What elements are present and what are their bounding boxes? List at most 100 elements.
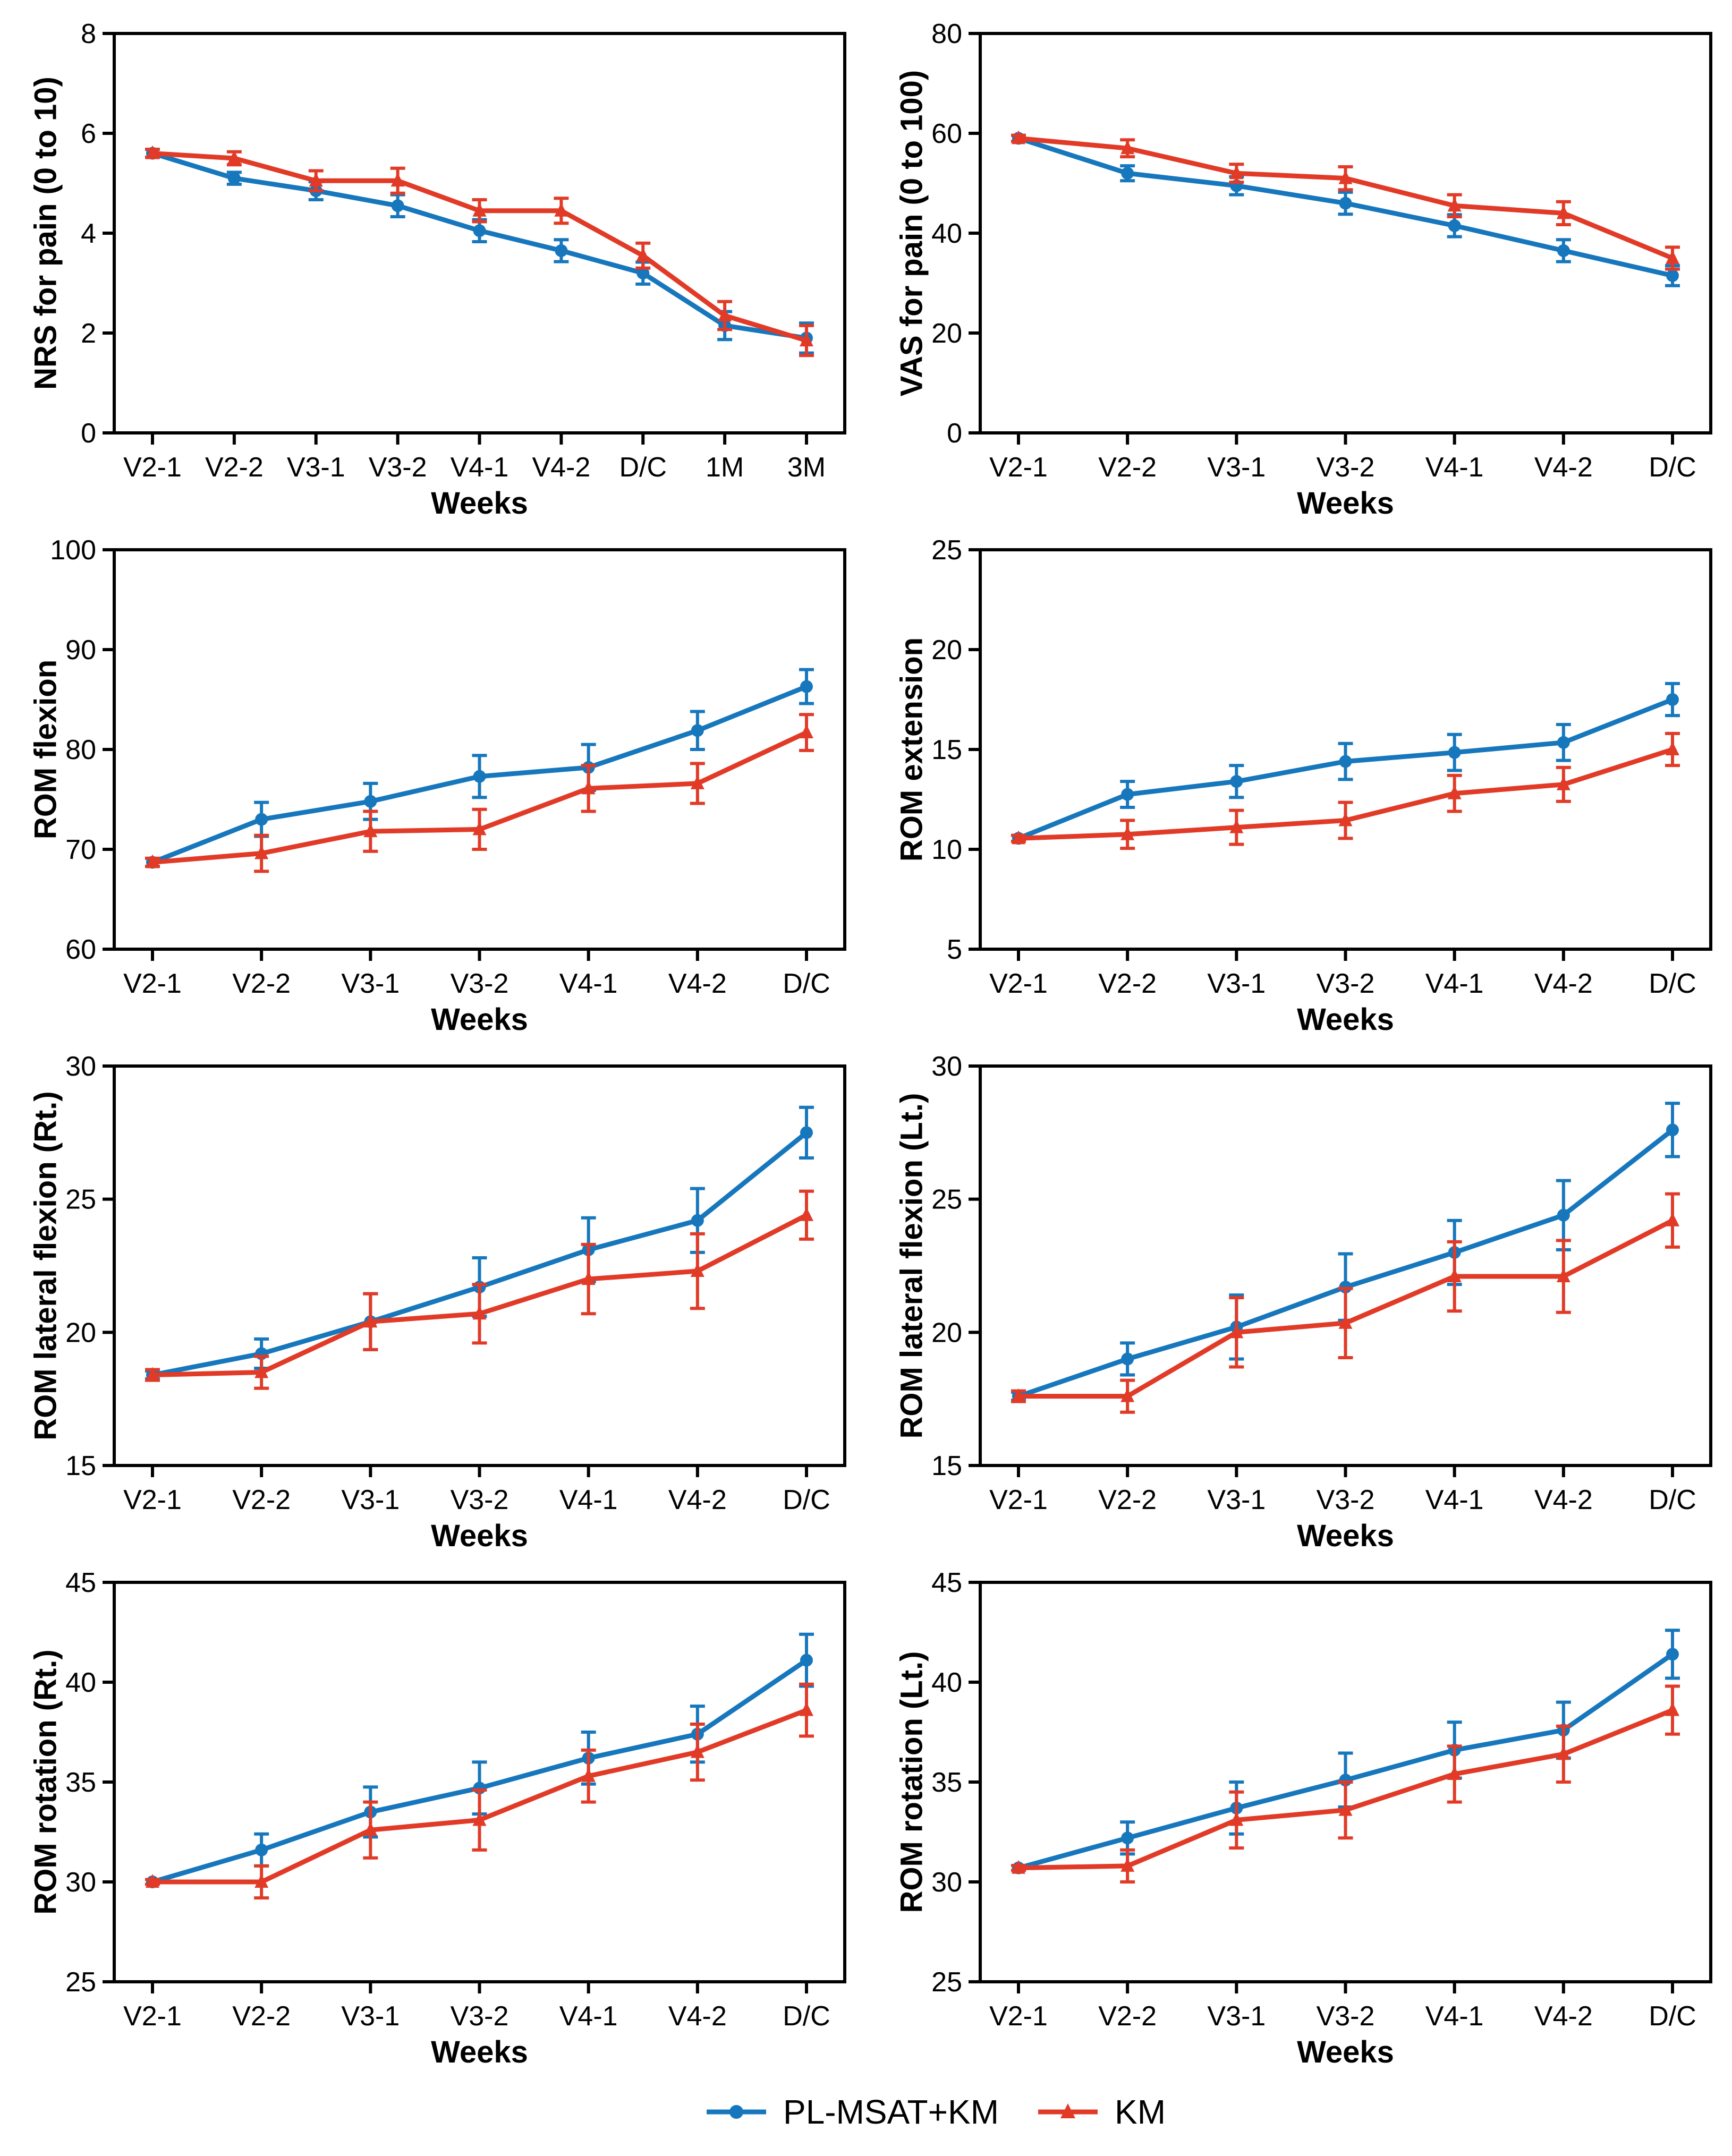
data-point-triangle-icon [1447, 785, 1462, 799]
x-tick-label: V2-2 [205, 452, 264, 483]
data-point-triangle-icon [718, 308, 732, 322]
y-tick-label: 20 [931, 318, 962, 349]
y-tick-label: 0 [947, 418, 962, 449]
series-KM [145, 1189, 814, 1390]
data-point-triangle-icon [1012, 830, 1025, 845]
data-point-triangle-icon [146, 854, 159, 868]
data-point-triangle-icon [1338, 1802, 1353, 1816]
y-axis-title: ROM rotation (Rt.) [28, 1649, 63, 1914]
y-tick-label: 90 [65, 635, 96, 666]
y-tick-label: 45 [931, 1567, 962, 1598]
y-axis: 0 20 40 60 80 [931, 19, 980, 449]
x-tick-label: D/C [783, 968, 830, 999]
y-tick-label: 30 [65, 1867, 96, 1898]
data-point-circle-icon [1448, 746, 1461, 759]
x-tick-label: V4-2 [1534, 2001, 1593, 2032]
series-line [150, 151, 809, 340]
y-tick-label: 10 [931, 834, 962, 865]
chart-cell-rom-rotation-rt: 25 30 35 40 45 V2-1 V2-2 V3-1 V3-2 V4-1 V4-2 D/C Wee… [0, 1553, 866, 2069]
y-axis-title: ROM extension [894, 637, 929, 862]
data-point-triangle-icon [1229, 1324, 1244, 1339]
data-point-triangle-icon [1338, 812, 1353, 826]
x-tick-label: V2-2 [1098, 1485, 1157, 1515]
y-axis: 0 2 4 6 8 [81, 19, 114, 449]
data-point-triangle-icon [146, 1874, 159, 1888]
y-tick-label: 25 [65, 1184, 96, 1215]
chart-rom-extension: 5 10 15 20 25 V2-1 V2-2 V3-1 V3-2 V4-1 V4-2 D/C Week… [894, 535, 1712, 1037]
y-tick-label: 2 [81, 318, 96, 349]
x-axis: V2-1 V2-2 V3-1 V3-2 V4-1 V4-2 D/C [989, 949, 1696, 999]
x-tick-label: V2-2 [232, 2001, 291, 2032]
data-point-triangle-icon [1556, 205, 1570, 219]
data-point-triangle-icon [800, 725, 813, 739]
data-point-triangle-icon [309, 173, 323, 187]
x-tick-label: V2-1 [123, 452, 182, 483]
data-point-circle-icon [1666, 269, 1679, 282]
y-tick-label: 100 [50, 535, 96, 566]
x-tick-label: D/C [1649, 2001, 1696, 2032]
data-point-circle-icon [555, 244, 568, 257]
x-tick-label: D/C [783, 2001, 830, 2032]
series-PL-MSAT+KM [145, 147, 814, 355]
x-axis-title: Weeks [431, 1002, 528, 1037]
x-tick-label: V3-2 [451, 1485, 509, 1515]
x-tick-label: V4-2 [1534, 1485, 1593, 1515]
data-point-circle-icon [1666, 1123, 1679, 1137]
x-tick-label: V4-1 [559, 1485, 618, 1515]
data-point-triangle-icon [363, 1822, 378, 1836]
x-tick-label: V3-1 [341, 2001, 400, 2032]
data-point-triangle-icon [1120, 140, 1135, 155]
y-tick-label: 35 [65, 1767, 96, 1798]
series-KM [1011, 1192, 1680, 1414]
data-point-circle-icon [1557, 736, 1570, 749]
data-point-circle-icon [1339, 755, 1352, 768]
x-tick-label: V2-2 [1098, 2001, 1157, 2032]
x-tick-label: V3-2 [1317, 2001, 1375, 2032]
x-tick-label: V4-2 [668, 2001, 727, 2032]
y-tick-label: 25 [65, 1967, 96, 1998]
chart-rom-rotation-lt: 25 30 35 40 45 V2-1 V2-2 V3-1 V3-2 V4-1 V4-2 D/C Wee… [894, 1567, 1712, 2069]
data-point-triangle-icon [800, 333, 813, 347]
data-point-circle-icon [729, 2105, 743, 2119]
y-axis-title: ROM lateral flexion (Rt.) [28, 1091, 63, 1440]
data-point-circle-icon [1121, 1831, 1134, 1845]
x-tick-label: V4-1 [451, 452, 509, 483]
x-axis-title: Weeks [1297, 2035, 1394, 2069]
x-tick-label: V3-2 [451, 2001, 509, 2032]
chart-rom-lateral-flexion-lt: 15 20 25 30 V2-1 V2-2 V3-1 V3-2 V4-1 V4-2 D/C Weeks… [894, 1051, 1712, 1553]
data-point-triangle-icon [390, 173, 405, 187]
data-point-circle-icon [364, 795, 377, 808]
data-point-triangle-icon [1060, 2103, 1075, 2118]
series-PL-MSAT+KM [145, 668, 814, 869]
data-point-triangle-icon [1447, 198, 1462, 212]
data-point-triangle-icon [1666, 742, 1679, 755]
data-point-triangle-icon [800, 1207, 813, 1221]
x-axis: V2-1 V2-2 V3-1 V3-2 V4-1 V4-2 D/C [989, 433, 1696, 483]
y-tick-label: 20 [931, 1317, 962, 1348]
x-tick-label: V2-2 [232, 968, 291, 999]
y-tick-label: 25 [931, 535, 962, 566]
data-point-circle-icon [227, 172, 241, 185]
y-tick-label: 15 [931, 735, 962, 765]
y-tick-label: 30 [65, 1051, 96, 1082]
x-tick-label: V3-1 [341, 968, 400, 999]
data-point-circle-icon [255, 1843, 268, 1856]
x-tick-label: D/C [783, 1485, 830, 1515]
data-point-triangle-icon [1556, 1268, 1570, 1283]
chart-nrs-pain: 0 2 4 6 8 V2-1 V2-2 V3-1 V3-2 V4-1 V4-2 D/C 1M 3M Week… [28, 19, 846, 521]
data-point-circle-icon [1448, 219, 1461, 232]
y-tick-label: 45 [65, 1567, 96, 1598]
x-tick-label: 1M [706, 452, 744, 483]
data-point-triangle-icon [1120, 826, 1135, 840]
y-axis-title: ROM lateral flexion (Lt.) [894, 1093, 929, 1439]
data-point-circle-icon [1557, 1208, 1570, 1222]
data-point-triangle-icon [146, 1367, 159, 1381]
figure-legend: PL-MSAT+KM KM [0, 2069, 1732, 2154]
x-tick-label: V4-2 [668, 1485, 727, 1515]
data-point-circle-icon [1121, 788, 1134, 801]
data-point-triangle-icon [1229, 1812, 1244, 1826]
y-tick-label: 30 [931, 1051, 962, 1082]
x-tick-label: V3-1 [287, 452, 345, 483]
data-point-circle-icon [800, 1126, 813, 1139]
data-point-triangle-icon [472, 202, 487, 217]
